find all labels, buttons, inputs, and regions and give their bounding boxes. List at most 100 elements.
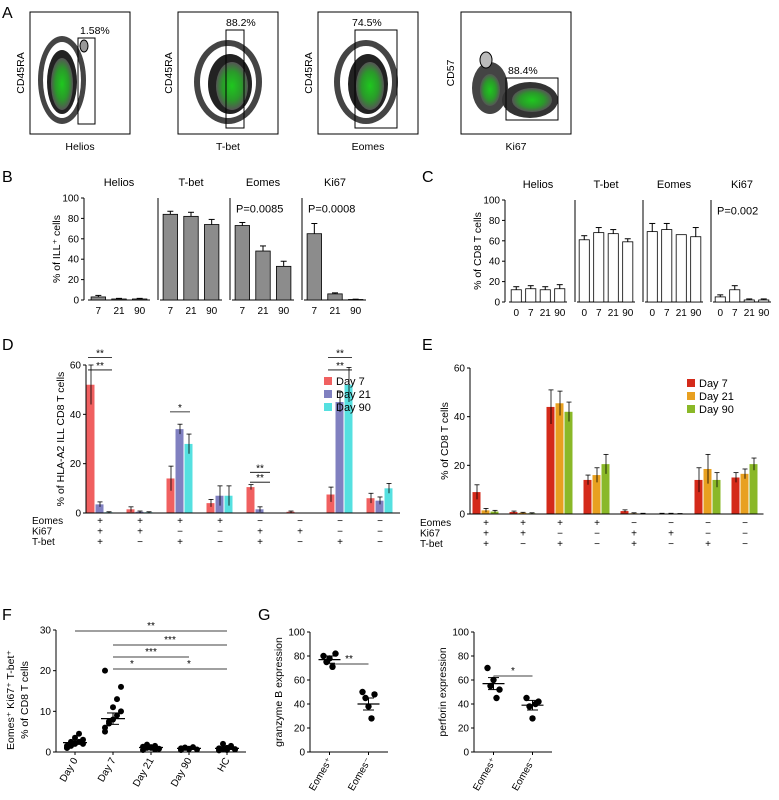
- y-axis-label: CD45RA: [303, 52, 315, 93]
- matrix-row-label: Ki67: [420, 529, 440, 540]
- matrix-sign: +: [217, 516, 223, 527]
- data-point: [371, 691, 378, 698]
- bar: [729, 289, 741, 303]
- gate-box: [354, 29, 398, 129]
- y-tick-label: 40: [70, 410, 82, 421]
- gate-percent: 88.4%: [508, 65, 538, 77]
- data-point: [496, 686, 503, 693]
- legend-swatch: [687, 392, 695, 400]
- matrix-sign: −: [742, 529, 748, 540]
- y-tick-label: 100: [288, 628, 305, 639]
- x-tick-label: 21: [608, 308, 620, 319]
- bar-day-21: [375, 500, 384, 513]
- x-tick-label: Day 0: [58, 756, 81, 785]
- data-point: [144, 741, 150, 748]
- matrix-sign: −: [177, 527, 183, 538]
- bar: [714, 296, 726, 303]
- bar: [690, 236, 702, 303]
- significance-mark: *: [130, 659, 134, 670]
- legend-label: Day 7: [336, 376, 365, 388]
- bar: [743, 299, 755, 303]
- bar-day-7: [731, 477, 740, 514]
- bar-day-7: [546, 406, 555, 514]
- y-tick-label: 0: [463, 748, 469, 759]
- y-tick-label: 20: [454, 461, 466, 472]
- legend-swatch: [324, 377, 332, 385]
- y-tick-label: 20: [489, 277, 501, 288]
- y-tick-label: 60: [68, 234, 80, 245]
- data-point: [68, 738, 74, 745]
- bar: [578, 239, 590, 303]
- gate-box: [505, 77, 559, 121]
- data-point: [332, 650, 339, 657]
- x-tick-label: 7: [528, 308, 534, 319]
- matrix-sign: −: [297, 516, 303, 527]
- data-point: [64, 742, 70, 749]
- bar-day-7: [86, 384, 95, 513]
- y-tick-label: 80: [458, 652, 470, 663]
- bar-day-21: [555, 403, 564, 514]
- bar: [539, 289, 551, 303]
- x-tick-label: 90: [554, 308, 566, 319]
- matrix-sign: +: [668, 529, 674, 540]
- matrix-sign: +: [137, 516, 143, 527]
- density-core: [51, 58, 73, 110]
- panel-label-a: A: [2, 5, 13, 22]
- matrix-sign: −: [668, 518, 674, 529]
- bar-day-90: [344, 384, 353, 513]
- significance-mark: *: [511, 666, 515, 677]
- matrix-row-label: T-bet: [420, 539, 443, 550]
- y-axis-label: granzyme B expression: [273, 637, 285, 747]
- group-title: Ki67: [324, 177, 346, 189]
- x-tick-label: 21: [185, 306, 197, 317]
- y-tick-label: 60: [70, 361, 82, 372]
- panel-label-c: C: [422, 169, 434, 186]
- y-axis-label: perforin expression: [437, 647, 449, 736]
- bar: [510, 289, 522, 303]
- y-axis-label: % of HLA-A2 ILL CD8 T cells: [55, 372, 67, 507]
- data-point: [359, 688, 366, 696]
- legend-label: Day 21: [699, 391, 734, 403]
- bar-day-7: [694, 479, 703, 514]
- significance-mark: ***: [145, 647, 157, 658]
- x-tick-label: 7: [240, 306, 246, 317]
- bar-day-90: [564, 411, 573, 514]
- y-tick-label: 60: [458, 676, 470, 687]
- matrix-row-label: Eomes: [32, 516, 63, 527]
- matrix-sign: +: [483, 539, 489, 550]
- matrix-sign: −: [631, 518, 637, 529]
- significance-mark: *: [178, 403, 182, 414]
- group-title: Eomes: [246, 177, 281, 189]
- x-tick-label: 90: [622, 308, 634, 319]
- bar: [525, 288, 537, 303]
- x-tick-label: 7: [312, 306, 318, 317]
- group-title: Helios: [523, 179, 554, 191]
- y-tick-label: 10: [40, 707, 52, 718]
- matrix-sign: −: [594, 529, 600, 540]
- data-point: [368, 715, 375, 722]
- gate-percent: 88.2%: [226, 17, 256, 29]
- flow-plot-ki67: 88.4% Ki67 CD57: [445, 11, 572, 153]
- matrix-sign: +: [705, 539, 711, 550]
- density-core: [216, 62, 248, 110]
- x-tick-label: 90: [350, 306, 362, 317]
- y-tick-label: 40: [458, 700, 470, 711]
- matrix-sign: +: [520, 529, 526, 540]
- gate-percent: 74.5%: [352, 17, 382, 29]
- significance-mark: *: [187, 659, 191, 670]
- x-tick-label: Day 21: [131, 756, 157, 789]
- bar: [661, 229, 673, 303]
- legend-label: Day 90: [336, 402, 371, 414]
- data-point: [487, 682, 494, 690]
- bar-day-21: [95, 504, 104, 513]
- data-point: [114, 712, 120, 719]
- matrix-sign: −: [668, 539, 674, 550]
- bar-day-7: [620, 511, 629, 514]
- y-tick-label: 20: [70, 459, 82, 470]
- x-tick-label: 90: [206, 306, 218, 317]
- significance-mark: **: [147, 621, 155, 632]
- group-title: T-bet: [178, 177, 203, 189]
- x-tick-label: Day 90: [169, 756, 195, 789]
- x-axis-label: T-bet: [216, 141, 240, 153]
